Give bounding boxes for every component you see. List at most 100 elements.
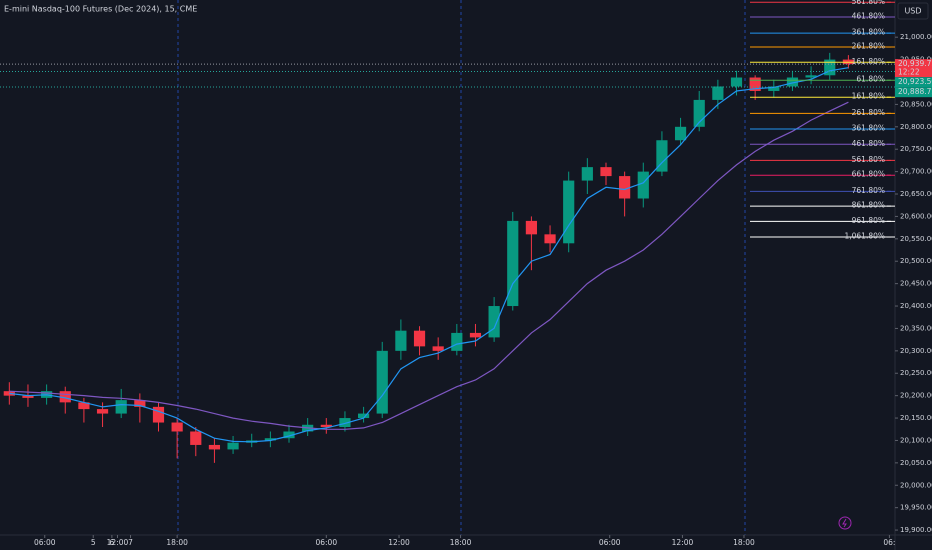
fib-label: 561.80% xyxy=(852,155,885,164)
currency[interactable]: USD xyxy=(904,7,921,16)
fib-label: 161.80% xyxy=(852,57,885,66)
fib-label: 461.80% xyxy=(852,12,885,21)
y-tick-label: 20,200.00 xyxy=(900,392,932,400)
x-tick-label: 06:00 xyxy=(599,538,621,547)
price-badge-label: 20,923.50 xyxy=(898,77,932,86)
chart-title: E-mini Nasdaq-100 Futures (Dec 2024), 15… xyxy=(4,5,197,14)
candle-body xyxy=(488,306,500,338)
moving-average xyxy=(9,101,849,430)
y-tick-label: 20,150.00 xyxy=(900,414,932,422)
candle-body xyxy=(786,77,799,87)
y-tick-label: 20,000.00 xyxy=(900,481,932,489)
price-badge-label: 20,888.75 xyxy=(898,87,932,96)
fib-label: 961.80% xyxy=(852,216,885,225)
candle-body xyxy=(805,75,817,78)
fib-label: 361.80% xyxy=(852,124,885,133)
y-tick-label: 20,700.00 xyxy=(900,168,932,176)
fib-label: 561.80% xyxy=(852,0,885,6)
candle-body xyxy=(451,332,463,351)
candle-body xyxy=(507,220,519,307)
candle-body xyxy=(283,431,295,439)
fib-label: 261.80% xyxy=(852,108,885,117)
candle-body xyxy=(544,234,556,244)
candle-body xyxy=(171,422,183,432)
y-tick-label: 20,600.00 xyxy=(900,212,932,220)
candle-body xyxy=(339,418,351,428)
price-badge xyxy=(895,77,932,88)
candle-body xyxy=(134,400,146,407)
currency-box[interactable] xyxy=(897,2,929,20)
x-tick-label: 12:00 xyxy=(388,538,410,547)
moving-average xyxy=(9,67,849,443)
candle-body xyxy=(581,167,593,181)
candle-body xyxy=(208,444,221,450)
fib-label: 161.80% xyxy=(852,92,885,101)
price-badge-label: 20,939.75 xyxy=(898,59,932,68)
y-tick-label: 21,000.00 xyxy=(900,33,932,41)
candle-body xyxy=(619,176,631,199)
y-tick-label: 20,650.00 xyxy=(900,190,932,198)
alert-bolt xyxy=(842,518,847,528)
alert-icon[interactable] xyxy=(838,516,852,530)
fib-label: 1,061.80% xyxy=(844,232,885,241)
candle-body xyxy=(637,171,649,199)
y-tick-label: 20,500.00 xyxy=(900,257,932,265)
fib-label: 61.80% xyxy=(856,75,885,84)
fib-label: 661.80% xyxy=(852,170,885,179)
x-tick-label: 06:00 xyxy=(34,538,56,547)
y-tick-label: 20,400.00 xyxy=(900,302,932,310)
price-countdown: 12:22 xyxy=(898,68,920,77)
y-tick-label: 20,350.00 xyxy=(900,324,932,332)
candle-body xyxy=(22,395,34,398)
candle-body xyxy=(525,220,537,235)
y-tick-label: 20,550.00 xyxy=(900,235,932,243)
x-tick-label: 18:00 xyxy=(733,538,755,547)
candle-body xyxy=(96,409,109,414)
candle-body xyxy=(563,180,575,244)
candle-body xyxy=(413,330,426,347)
fib-label: 461.80% xyxy=(852,139,885,148)
x-tick-label: 12:00 xyxy=(107,538,129,547)
candle-body xyxy=(730,77,743,87)
candle-body xyxy=(768,86,780,91)
x-tick-label: 12:00 xyxy=(672,538,694,547)
candle-body xyxy=(749,77,761,91)
x-tick-label: 7 xyxy=(128,538,133,547)
candle-body xyxy=(264,438,276,441)
x-tick-label: 06:00 xyxy=(315,538,337,547)
candle-body xyxy=(432,346,444,351)
candle-body xyxy=(395,330,407,351)
candle-body xyxy=(152,406,165,423)
x-tick-label: 18:00 xyxy=(166,538,188,547)
x-tick-label: 18:00 xyxy=(450,538,472,547)
candle-body xyxy=(674,126,687,141)
candle-body xyxy=(115,400,127,414)
y-tick-label: 20,100.00 xyxy=(900,436,932,444)
y-tick-label: 19,950.00 xyxy=(900,504,932,512)
candle-body xyxy=(227,442,239,450)
x-tick-label: 5 xyxy=(91,538,96,547)
candle-body xyxy=(824,59,836,76)
y-tick-label: 19,900.00 xyxy=(900,526,932,534)
candle-body xyxy=(320,424,332,428)
y-tick-label: 20,850.00 xyxy=(900,100,932,108)
candle-body xyxy=(78,402,90,410)
candle-body xyxy=(358,413,370,419)
y-tick-label: 20,450.00 xyxy=(900,280,932,288)
candle-body xyxy=(190,431,202,445)
y-tick-label: 20,250.00 xyxy=(900,369,932,377)
price-badge xyxy=(895,87,932,98)
y-tick-label: 20,300.00 xyxy=(900,347,932,355)
candle-body xyxy=(600,167,612,177)
candle-body xyxy=(656,140,668,172)
candle-body xyxy=(59,391,71,403)
candle-body xyxy=(693,99,705,127)
fib-label: 861.80% xyxy=(852,201,885,210)
y-tick-label: 20,750.00 xyxy=(900,145,932,153)
candle-body xyxy=(469,332,482,338)
x-tick-label: 06: xyxy=(883,538,895,547)
y-tick-label: 20,800.00 xyxy=(900,123,932,131)
